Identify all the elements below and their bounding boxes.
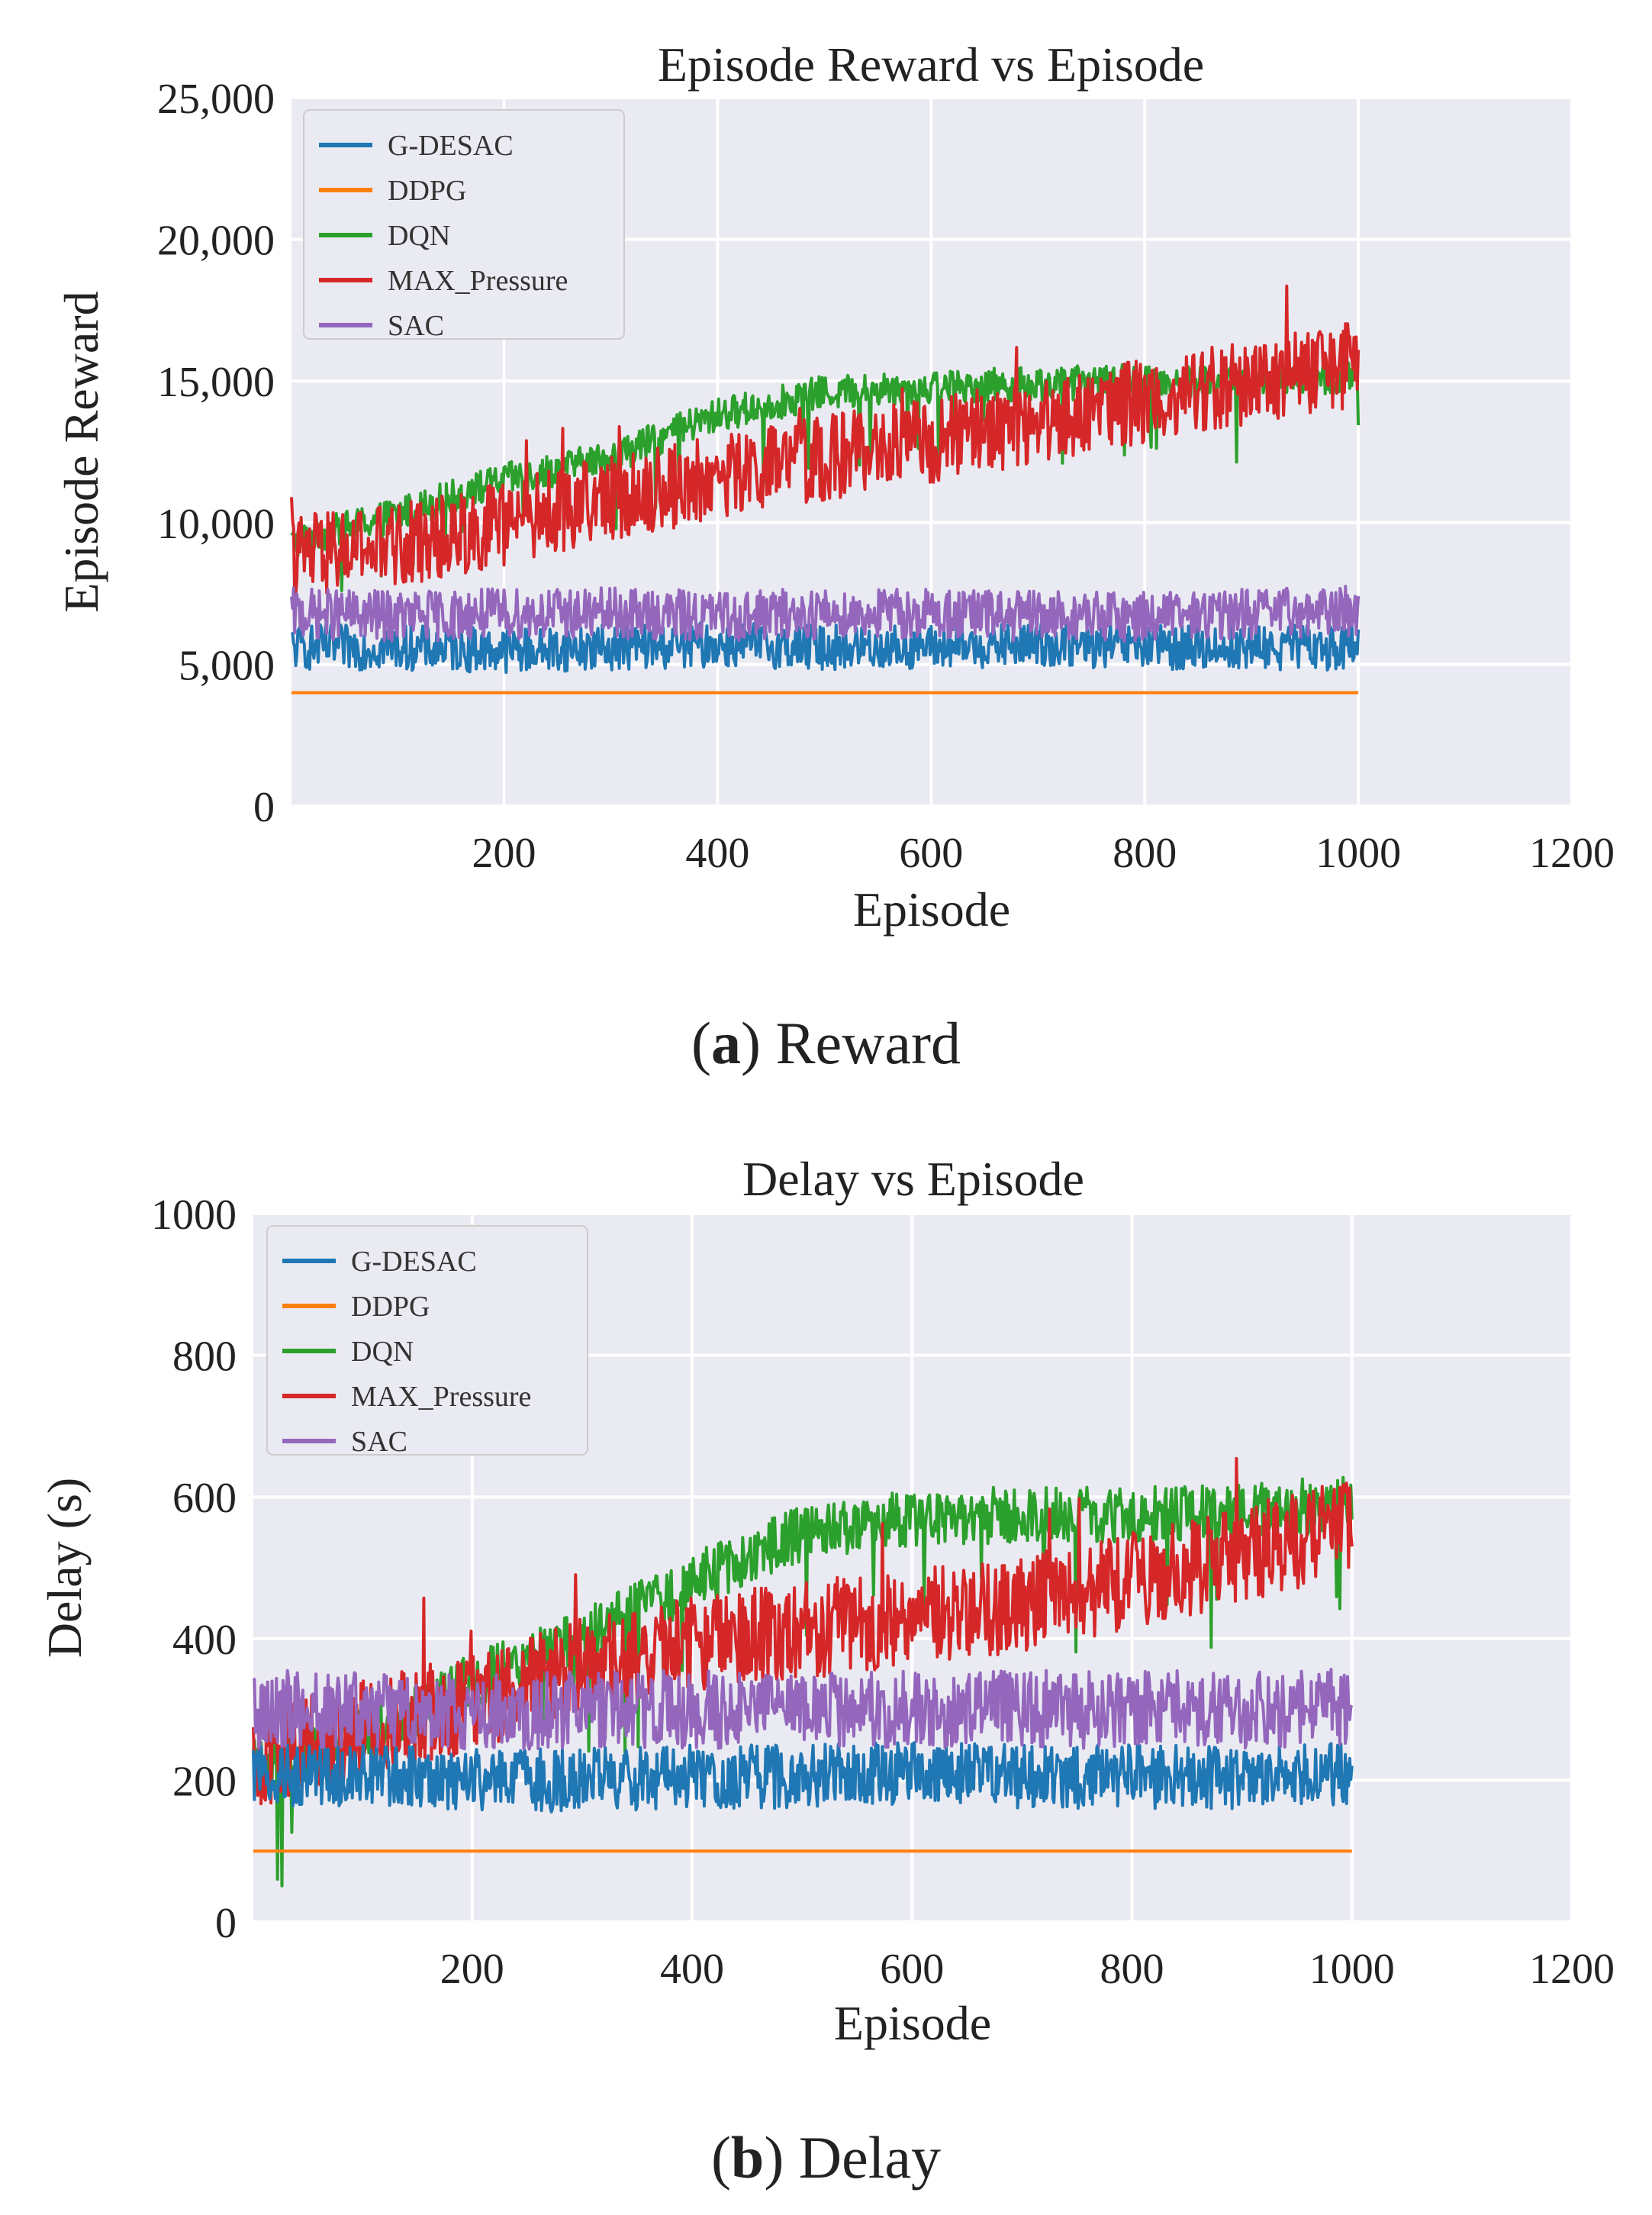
caption-b-text: Delay xyxy=(798,2124,942,2191)
delay-legend-label: MAX_Pressure xyxy=(351,1381,531,1413)
reward-y-axis-label: Episode Reward xyxy=(54,291,108,612)
reward-y-tick-label: 5,000 xyxy=(179,642,275,689)
delay-y-tick-label: 600 xyxy=(172,1475,237,1522)
delay-x-tick-label: 1200 xyxy=(1529,1946,1615,1993)
reward-legend: G-DESAC DDPG DQN MAX_Pressure SAC xyxy=(303,109,625,342)
delay-legend-label: SAC xyxy=(351,1426,407,1458)
reward-x-tick-label: 600 xyxy=(899,830,963,877)
delay-series-sac xyxy=(252,1668,1354,1751)
reward-x-tick-label: 400 xyxy=(685,830,749,877)
reward-legend-label: DQN xyxy=(388,220,450,252)
caption-b: (b) Delay xyxy=(710,2124,942,2191)
delay-x-tick-label: 1000 xyxy=(1309,1946,1395,1993)
reward-legend-label: MAX_Pressure xyxy=(388,265,568,297)
reward-y-tick-label: 15,000 xyxy=(157,359,275,406)
delay-legend-box xyxy=(266,1225,588,1456)
reward-series-max-pressure xyxy=(290,284,1361,598)
reward-x-tick-label: 1200 xyxy=(1529,830,1615,877)
reward-legend-label: SAC xyxy=(388,310,444,342)
reward-series xyxy=(290,284,1361,695)
delay-y-axis-label: Delay (s) xyxy=(37,1478,92,1658)
delay-chart: Delay vs Episode 0 200 400 600 800 1000 200 400… xyxy=(37,1152,1615,2050)
reward-x-tick-label: 800 xyxy=(1113,830,1177,877)
delay-ticks: 0 200 400 600 800 1000 200 400 600 800 1000 1200 xyxy=(151,1191,1615,1993)
reward-series-g-desac xyxy=(291,621,1361,675)
reward-x-tick-label: 200 xyxy=(472,830,536,877)
delay-series xyxy=(252,1456,1354,1888)
delay-x-tick-label: 400 xyxy=(660,1946,724,1993)
reward-y-tick-label: 10,000 xyxy=(157,501,275,548)
delay-y-tick-label: 1000 xyxy=(151,1191,237,1239)
reward-y-tick-label: 20,000 xyxy=(157,218,275,265)
delay-legend-label: DQN xyxy=(351,1336,414,1368)
caption-a-letter: a xyxy=(710,1010,741,1076)
reward-legend-box xyxy=(303,109,625,340)
reward-legend-label: G-DESAC xyxy=(388,130,514,162)
delay-y-tick-label: 0 xyxy=(215,1900,237,1947)
delay-x-tick-label: 800 xyxy=(1100,1946,1164,1993)
reward-x-tick-label: 1000 xyxy=(1315,830,1401,877)
caption-a: (a) Reward xyxy=(691,1010,961,1076)
delay-x-tick-label: 200 xyxy=(440,1946,504,1993)
delay-series-g-desac xyxy=(252,1741,1354,1814)
reward-legend-label: DDPG xyxy=(388,175,466,207)
delay-x-axis-label: Episode xyxy=(834,1996,991,2050)
reward-ticks: 0 5,000 10,000 15,000 20,000 25,000 200 400 600 8… xyxy=(157,76,1615,877)
caption-b-letter: b xyxy=(730,2124,765,2191)
delay-y-tick-label: 400 xyxy=(172,1617,237,1664)
delay-y-tick-label: 200 xyxy=(172,1758,237,1805)
delay-legend-label: G-DESAC xyxy=(351,1246,477,1278)
reward-chart: Episode Reward vs Episode 0 5,000 10,000 15… xyxy=(54,37,1615,937)
reward-chart-title: Episode Reward vs Episode xyxy=(658,37,1204,92)
delay-x-tick-label: 600 xyxy=(880,1946,944,1993)
caption-a-text: Reward xyxy=(775,1010,961,1076)
reward-series-sac xyxy=(290,585,1361,643)
delay-legend-label: DDPG xyxy=(351,1291,430,1323)
reward-x-axis-label: Episode xyxy=(853,882,1010,937)
reward-y-tick-label: 0 xyxy=(253,784,275,831)
delay-legend: G-DESAC DDPG DQN MAX_Pressure SAC xyxy=(266,1225,588,1458)
delay-chart-title: Delay vs Episode xyxy=(742,1152,1084,1206)
delay-y-tick-label: 800 xyxy=(172,1333,237,1381)
reward-y-tick-label: 25,000 xyxy=(157,76,275,123)
